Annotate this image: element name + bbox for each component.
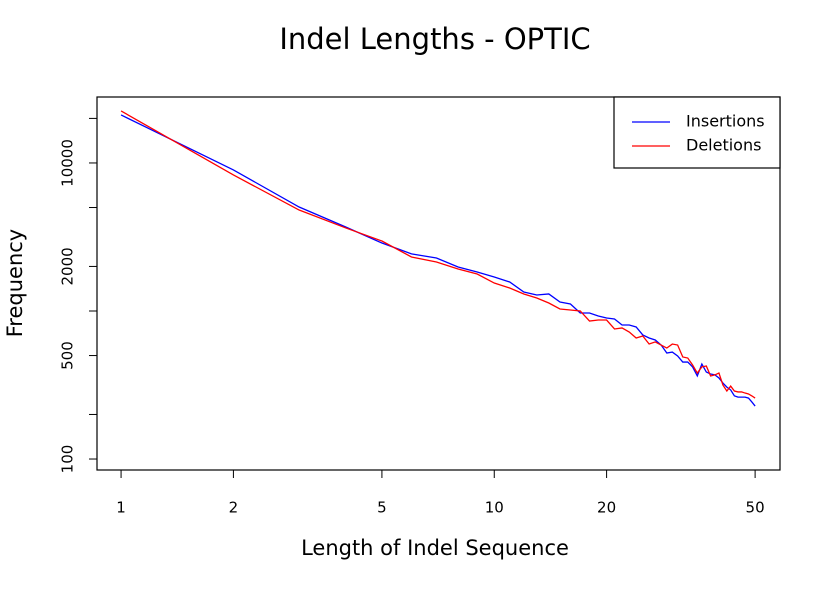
- y-tick-label: 500: [59, 341, 77, 370]
- y-tick-label: 100: [59, 445, 77, 474]
- legend-label: Insertions: [686, 112, 765, 131]
- x-tick-label: 20: [597, 499, 616, 517]
- x-tick-label: 1: [116, 499, 126, 517]
- legend-box: [613, 96, 781, 169]
- y-tick-label: 10000: [59, 139, 77, 187]
- x-tick-label: 50: [746, 499, 765, 517]
- x-axis-label: Length of Indel Sequence: [301, 536, 569, 560]
- x-tick-label: 10: [485, 499, 504, 517]
- y-tick-label: 2000: [59, 247, 77, 285]
- y-axis-label: Frequency: [3, 229, 27, 338]
- series-line: [120, 114, 756, 407]
- series-line: [120, 110, 756, 399]
- x-tick-label: 2: [229, 499, 239, 517]
- legend-label: Deletions: [686, 136, 761, 155]
- x-tick-label: 5: [377, 499, 387, 517]
- plot-frame: [96, 96, 781, 471]
- chart-title: Indel Lengths - OPTIC: [279, 22, 590, 56]
